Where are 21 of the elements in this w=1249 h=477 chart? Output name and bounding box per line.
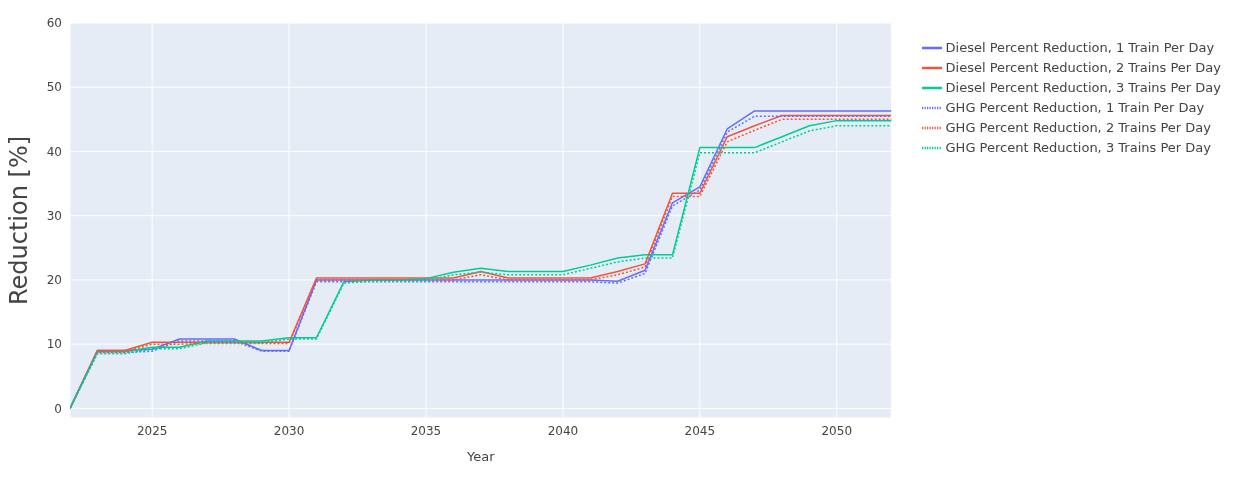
y-tick-label: 20 [46, 273, 62, 288]
y-tick-label: 50 [46, 80, 62, 95]
y-axis-title: Reduction [%] [4, 135, 33, 306]
y-tick-label: 40 [46, 144, 62, 159]
y-tick-label: 60 [46, 16, 62, 31]
y-tick-label: 30 [46, 208, 62, 223]
legend-label: Diesel Percent Reduction, 3 Trains Per Day [945, 79, 1221, 95]
x-tick-label: 2050 [821, 423, 853, 438]
x-tick-label: 2045 [684, 423, 716, 438]
y-tick-label: 0 [54, 401, 62, 416]
x-tick-label: 2030 [273, 423, 305, 438]
x-tick-label: 2035 [410, 423, 442, 438]
legend-label: Diesel Percent Reduction, 1 Train Per Day [945, 39, 1215, 55]
legend-label: Diesel Percent Reduction, 2 Trains Per Day [945, 59, 1221, 75]
legend-label: GHG Percent Reduction, 2 Trains Per Day [945, 119, 1211, 135]
x-tick-label: 2025 [136, 423, 168, 438]
x-axis-title: Year [466, 449, 496, 464]
y-tick-label: 10 [46, 337, 62, 352]
x-tick-label: 2040 [547, 423, 579, 438]
legend-label: GHG Percent Reduction, 1 Train Per Day [945, 99, 1205, 115]
legend-label: GHG Percent Reduction, 3 Trains Per Day [945, 139, 1211, 155]
